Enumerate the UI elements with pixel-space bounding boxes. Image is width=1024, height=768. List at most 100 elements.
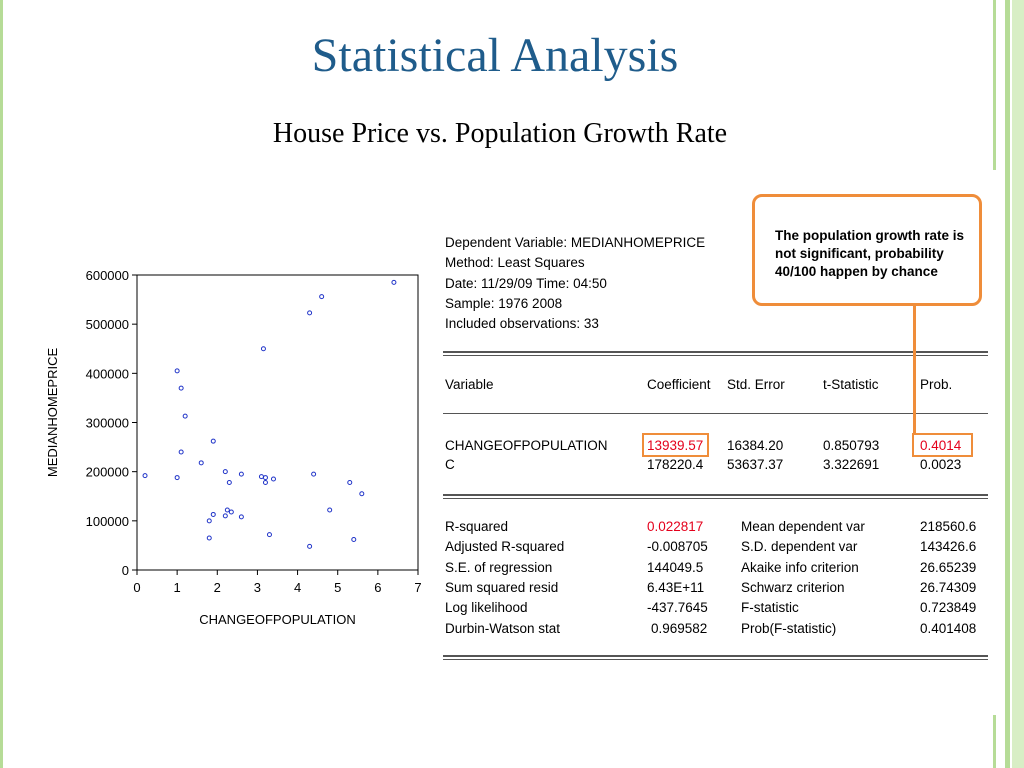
table-rule-bottom-2 [443,659,988,660]
scatter-point [178,385,184,391]
table-rule-mid-2 [443,498,988,499]
statistic-value: -437.7645 [647,600,708,616]
y-tick-label: 0 [122,563,129,578]
statistic-name: Mean dependent var [741,519,865,534]
x-tick-label: 7 [414,580,421,595]
table-rule-top-2 [443,355,988,356]
scatter-point [262,479,268,485]
statistic-name: S.D. dependent var [741,539,858,555]
variable-name: C [445,457,455,472]
y-tick-label: 500000 [86,317,129,332]
scatter-point [198,460,204,466]
scatter-point [206,535,212,541]
coefficient-cell: 0.4014 [920,438,962,453]
statistic-value: 0.401408 [920,620,977,636]
y-tick-label: 200000 [86,465,129,480]
callout-box: The population growth rate is not signif… [752,194,982,306]
scatter-point [266,532,272,538]
scatter-point [238,514,244,520]
coefficient-cell: 16384.20 [727,438,784,453]
scatter-point [210,511,216,517]
scatter-point [260,346,266,352]
scatter-point [222,513,228,519]
slide-border-right [1012,0,1024,768]
scatter-point [142,473,148,479]
slide-border-right-inner [1005,0,1010,768]
slide-title: Statistical Analysis [311,29,679,82]
scatter-point [228,509,234,515]
table-rule-bottom-1 [443,655,988,657]
statistic-value: 26.65239 [920,559,977,575]
scatter-point [262,475,268,481]
scatter-point [307,543,313,549]
coefficient-cell: 0.850793 [823,438,880,453]
column-header: Prob. [920,377,953,392]
table-rule-mid-1 [443,494,988,496]
scatter-point [222,469,228,475]
scatter-point [182,413,188,419]
y-tick-label: 100000 [86,514,129,529]
scatter-point [174,368,180,374]
regression-header-line: Sample: 1976 2008 [445,295,563,311]
statistic-value: 6.43E+11 [647,579,705,595]
scatter-point [347,479,353,485]
coefficient-cell: 3.322691 [823,457,880,472]
scatter-point [210,438,216,444]
slide-subtitle: House Price vs. Population Growth Rate [272,118,728,149]
callout-connector-vertical [913,306,916,434]
x-tick-label: 6 [374,580,381,595]
plot-frame [136,274,419,571]
statistic-name: Durbin-Watson stat [445,620,561,636]
scatter-point [178,449,184,455]
slide-border-right-line-top [993,0,996,170]
scatter-point [270,476,276,482]
y-tick-label: 300000 [86,416,129,431]
x-tick-label: 5 [334,580,341,595]
table-rule-header [443,413,988,414]
y-tick-label: 600000 [86,268,129,283]
regression-header-line: Dependent Variable: MEDIANHOMEPRICE [445,235,706,250]
statistic-name: Log likelihood [445,600,528,616]
y-axis-label: MEDIANHOMEPRICE [45,348,60,478]
statistic-name: Akaike info criterion [741,559,859,575]
column-header: t-Statistic [823,377,879,392]
statistic-name: Schwarz criterion [741,579,845,595]
coefficient-cell: 0.0023 [920,457,962,472]
column-header: Std. Error [727,377,785,392]
coefficient-cell: 13939.57 [647,438,704,453]
scatter-point [258,474,264,480]
x-axis-label: CHANGEOFPOPULATION [199,612,356,627]
statistic-name: Prob(F-statistic) [741,620,837,636]
regression-header-line: Included observations: 33 [445,316,599,332]
statistic-name: Sum squared resid [445,579,559,595]
statistic-name: F-statistic [741,600,799,616]
statistic-name: Adjusted R-squared [445,539,565,555]
statistic-value: 0.022817 [647,519,704,534]
statistic-value: -0.008705 [647,539,708,555]
scatter-point [226,479,232,485]
column-header: Coefficient [647,377,711,392]
statistic-value: 0.969582 [651,620,708,636]
scatter-point [359,491,365,497]
coefficient-cell: 53637.37 [727,457,784,472]
regression-header-line: Method: Least Squares [445,255,585,271]
prob-highlight-box [912,433,973,457]
statistic-value: 26.74309 [920,579,977,595]
statistic-value: 0.723849 [920,600,977,616]
slide-border-right-line-bottom [993,715,996,768]
scatter-point [174,475,180,481]
y-tick-label: 400000 [86,366,129,381]
x-tick-label: 1 [174,580,181,595]
scatter-point [206,518,212,524]
variable-name: CHANGEOFPOPULATION [445,438,608,453]
scatter-point [311,471,317,477]
regression-header-line: Date: 11/29/09 Time: 04:50 [445,275,607,291]
x-tick-label: 4 [294,580,301,595]
x-tick-label: 0 [133,580,140,595]
callout-text: The population growth rate is not signif… [775,228,964,279]
coefficient-cell: 178220.4 [647,457,704,472]
scatter-chart: 0 100000 200000 300000 400000 500000 600000 0 1 2… [45,268,422,627]
x-tick-label: 2 [214,580,221,595]
scatter-point [238,471,244,477]
statistic-name: R-squared [445,519,509,534]
